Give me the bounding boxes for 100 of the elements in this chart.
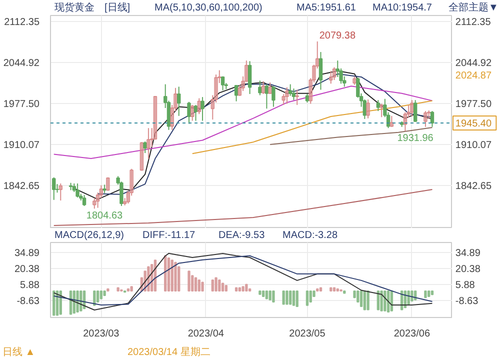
candlestick: [150, 128, 154, 148]
line-series: [53, 86, 433, 160]
candlestick: [403, 112, 408, 132]
candlestick: [218, 70, 222, 84]
candlestick: [413, 100, 418, 122]
candlestick: [190, 104, 194, 122]
y2-tick-label: 1910.07: [455, 140, 492, 151]
annotation: 2079.38: [319, 30, 356, 42]
candlestick: [329, 70, 333, 84]
text: 全部主题▼: [448, 2, 498, 14]
candlestick: [106, 176, 110, 192]
candlestick: [292, 88, 296, 101]
candlestick: [130, 168, 134, 196]
candlestick: [352, 76, 356, 86]
candlestick: [187, 101, 191, 124]
candlestick: [366, 98, 370, 119]
candlestick: [143, 140, 147, 154]
candlestick: [282, 94, 286, 106]
text: 2023/03/14 星期二: [128, 346, 210, 358]
candlestick: [312, 64, 316, 83]
candlestick: [295, 89, 299, 106]
candlestick: [285, 86, 289, 104]
candlestick: [58, 182, 62, 202]
y-tick-label: 1977.50: [3, 98, 40, 110]
text: 现货黄金: [54, 2, 94, 14]
line-series: [53, 189, 433, 226]
text: DEA:-9.53: [218, 230, 266, 242]
text: MA5:1951.61: [296, 2, 356, 14]
candlestick: [234, 84, 238, 102]
text: 2024.87: [455, 70, 492, 82]
candlestick: [220, 76, 225, 91]
y2-tick-label: 2112.35: [455, 16, 492, 28]
candlestick: [308, 78, 312, 104]
text: MACD:-3.28: [282, 230, 338, 242]
x-tick-label: 2023/05: [289, 328, 326, 340]
candlestick: [214, 74, 218, 104]
candlestick: [177, 86, 181, 116]
ref-line-label: 1945.40: [455, 118, 492, 130]
candlestick: [122, 198, 127, 206]
candlestick: [82, 194, 86, 206]
text: MA10:1954.7: [372, 2, 432, 14]
y2-tick-label: 20.38: [455, 264, 481, 276]
candlestick: [288, 84, 292, 96]
candlestick: [406, 104, 410, 118]
candlestick: [238, 84, 242, 96]
text: MACD(26,12,9): [54, 230, 124, 242]
y-tick-label: 1910.07: [3, 140, 40, 151]
y2-tick-label: 1977.50: [455, 98, 492, 110]
y2-tick-label: 5.88: [455, 280, 476, 292]
candlestick: [424, 110, 428, 128]
candlestick: [174, 87, 178, 112]
candlestick: [261, 80, 266, 95]
candlestick: [153, 96, 158, 140]
line-series: [270, 126, 433, 146]
candlestick: [99, 184, 104, 199]
candlestick: [268, 82, 272, 95]
candlestick: [427, 110, 431, 120]
text: 日线 ▲: [2, 346, 36, 358]
text: [日线]: [104, 2, 130, 14]
x-tick-label: 2023/04: [188, 328, 224, 340]
y-tick-label: 20.38: [14, 264, 40, 276]
line-series: [192, 100, 433, 154]
y-tick-label: 2112.35: [4, 16, 40, 28]
y2-tick-label: -8.63: [455, 296, 479, 308]
candlestick: [376, 100, 380, 112]
candlestick: [241, 76, 245, 92]
y2-tick-label: 34.89: [455, 248, 481, 260]
candlestick: [410, 100, 414, 118]
candlestick: [170, 104, 174, 130]
candlestick: [140, 142, 144, 172]
candlestick: [430, 110, 434, 128]
candlestick: [200, 96, 204, 122]
candlestick: [318, 52, 323, 90]
candlestick: [380, 103, 384, 118]
candlestick: [146, 128, 150, 160]
candlestick: [76, 182, 80, 198]
annotation: 1931.96: [397, 133, 434, 144]
text: MA(5,10,30,60,100,200): [154, 2, 262, 14]
candlestick: [264, 84, 269, 110]
candlestick: [96, 192, 100, 208]
candlestick: [332, 66, 336, 81]
y-tick-label: 1842.65: [3, 181, 40, 192]
y2-tick-label: 1842.65: [455, 181, 492, 192]
y2-tick-label: 2044.92: [455, 58, 492, 69]
candlestick: [210, 94, 215, 120]
y-tick-label: 34.89: [14, 248, 40, 260]
candlestick: [126, 190, 130, 204]
x-tick-label: 2023/06: [394, 328, 430, 340]
candlestick: [244, 60, 248, 82]
candlestick: [258, 80, 262, 96]
candlestick: [52, 176, 56, 200]
candlestick: [92, 198, 96, 210]
candlestick: [194, 104, 198, 122]
text: DIFF:-11.17: [142, 230, 196, 242]
candlestick: [272, 86, 276, 108]
candlestick: [316, 40, 320, 69]
y-tick-label: 5.88: [20, 280, 40, 292]
annotation: 1804.63: [86, 210, 123, 222]
candlestick: [248, 60, 252, 95]
candlestick: [390, 115, 394, 128]
